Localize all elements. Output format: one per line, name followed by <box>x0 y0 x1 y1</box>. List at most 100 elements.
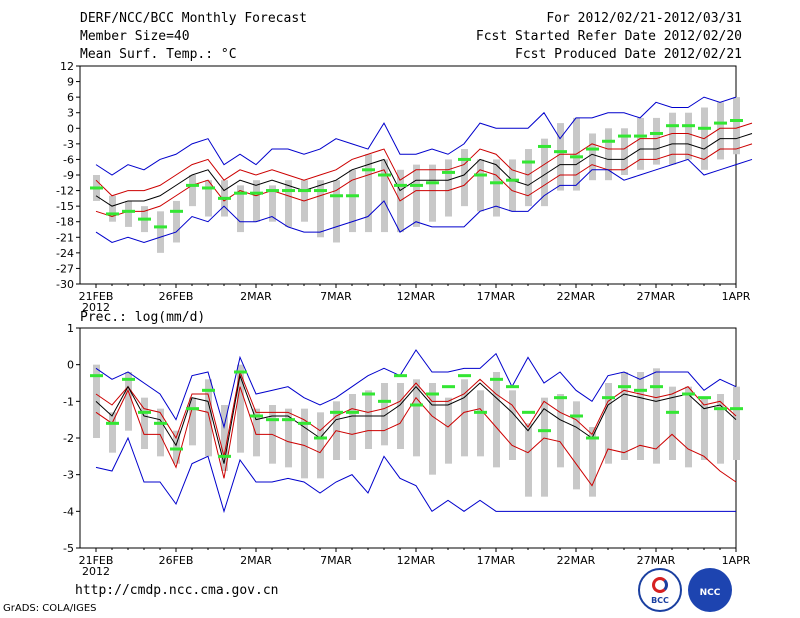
temp-spread-box <box>477 159 484 212</box>
precip-observed-mark <box>362 392 375 396</box>
temp-xtick-label: 17MAR <box>477 290 516 303</box>
precip-observed-mark <box>666 410 679 414</box>
precip-observed-mark <box>490 377 503 381</box>
temp-spread-box <box>653 117 660 165</box>
precip-observed-mark <box>410 403 423 407</box>
precip-xtick-label: 21FEB <box>79 554 114 567</box>
precip-observed-mark <box>314 436 327 440</box>
temp-spread-box <box>669 112 676 165</box>
temp-panel: 12 9 6 3 0 -3 -6 -9 -12 -15 -18 -21 -24 -27 -30 21FEB 26… <box>56 60 753 314</box>
temp-spread-box <box>125 200 132 227</box>
temp-spread-box <box>317 180 324 238</box>
temp-xtick-label: 1APR <box>722 290 751 303</box>
temp-ytick-label: -6 <box>63 153 74 166</box>
temp-observed-mark <box>266 189 279 193</box>
temp-observed-mark <box>586 147 599 151</box>
temp-observed-mark <box>474 173 487 177</box>
temp-spread-box <box>589 133 596 181</box>
precip-observed-mark <box>618 385 631 389</box>
precip-spread-box <box>717 394 724 464</box>
temp-series-mean <box>95 133 753 207</box>
precip-observed-mark <box>586 436 599 440</box>
temp-xtick-label: 27MAR <box>637 290 676 303</box>
precip-observed-mark <box>570 414 583 418</box>
grads-credit: GrADS: COLA/IGES <box>3 603 97 614</box>
precip-series-mean <box>95 373 737 464</box>
footer-url[interactable]: http://cmdp.ncc.cma.gov.cn <box>75 583 279 598</box>
header-start-date: Fcst Started Refer Date 2012/02/20 <box>475 29 742 44</box>
temp-observed-mark <box>170 209 183 213</box>
precip-observed-mark <box>170 447 183 451</box>
precip-ytick-label: -3 <box>63 469 74 482</box>
temp-observed-mark <box>186 183 199 187</box>
precip-observed-mark <box>714 407 727 411</box>
precip-series-max <box>95 349 737 429</box>
precip-spread-box <box>429 383 436 475</box>
precip-spread-box <box>461 379 468 457</box>
precip-year-label: 2012 <box>82 565 110 578</box>
temp-observed-mark <box>570 155 583 159</box>
precip-observed-mark <box>138 410 151 414</box>
precip-xtick-label: 1APR <box>722 554 751 567</box>
temp-spread-box <box>189 175 196 207</box>
precip-ytick-label: -1 <box>63 395 74 408</box>
temp-spread-box <box>333 180 340 243</box>
header-period: For 2012/02/21-2012/03/31 <box>546 11 742 26</box>
temp-observed-mark <box>202 186 215 190</box>
precip-observed-mark <box>474 410 487 414</box>
precip-spread-box <box>253 408 260 457</box>
temp-series-upper <box>95 122 753 197</box>
temp-observed-mark <box>250 191 263 195</box>
temp-spread-box <box>205 180 212 217</box>
precip-spread-box <box>621 372 628 460</box>
precip-observed-mark <box>730 407 743 411</box>
precip-observed-mark <box>442 385 455 389</box>
bcc-logo-text: BCC <box>651 596 669 605</box>
temp-ytick-label: 12 <box>60 60 74 73</box>
temp-observed-mark <box>346 194 359 198</box>
temp-xtick-label: 12MAR <box>397 290 436 303</box>
temp-spread-box <box>525 149 532 207</box>
temp-observed-mark <box>218 196 231 200</box>
temp-spread-box <box>173 200 180 243</box>
temp-observed-mark <box>602 139 615 143</box>
temp-spread-box <box>717 102 724 160</box>
precip-xtick-label: 22MAR <box>557 554 596 567</box>
temp-series-max <box>95 96 737 176</box>
temp-observed-mark <box>730 119 743 122</box>
precip-xtick-label: 27MAR <box>637 554 676 567</box>
precip-spread-box <box>701 397 708 460</box>
temp-xtick-label: 22MAR <box>557 290 596 303</box>
precip-panel-label: Prec.: log(mm/d) <box>80 310 206 325</box>
temp-observed-mark <box>410 183 423 187</box>
header-title: DERF/NCC/BCC Monthly Forecast <box>80 11 307 26</box>
precip-observed-mark <box>202 388 215 392</box>
temp-observed-mark <box>458 157 471 161</box>
temp-spread-box <box>285 180 292 227</box>
temp-spread-box <box>621 128 628 175</box>
temp-spread-box <box>637 117 644 170</box>
temp-spread-box <box>269 185 276 222</box>
temp-observed-mark <box>698 126 711 130</box>
temp-observed-mark <box>538 144 551 148</box>
precip-observed-mark <box>634 388 647 392</box>
header-member-size: Member Size=40 <box>80 29 190 44</box>
precip-spread-box <box>733 386 740 460</box>
precip-observed-mark <box>378 399 391 403</box>
temp-ytick-label: -27 <box>56 262 74 275</box>
precip-observed-mark <box>282 418 295 422</box>
precip-spread-box <box>445 397 452 464</box>
temp-observed-mark <box>554 150 567 154</box>
precip-spread-box <box>493 372 500 468</box>
precip-spread-box <box>189 397 196 446</box>
temp-spread-box <box>509 159 516 212</box>
precip-observed-mark <box>394 374 407 378</box>
temp-observed-mark <box>682 124 695 128</box>
temp-observed-mark <box>298 189 311 193</box>
temp-spread-box <box>493 159 500 217</box>
temp-spread-box <box>109 195 116 222</box>
temp-ytick-label: -18 <box>56 216 74 229</box>
temp-spread-box <box>541 138 548 207</box>
precip-ytick-label: 1 <box>67 322 74 335</box>
